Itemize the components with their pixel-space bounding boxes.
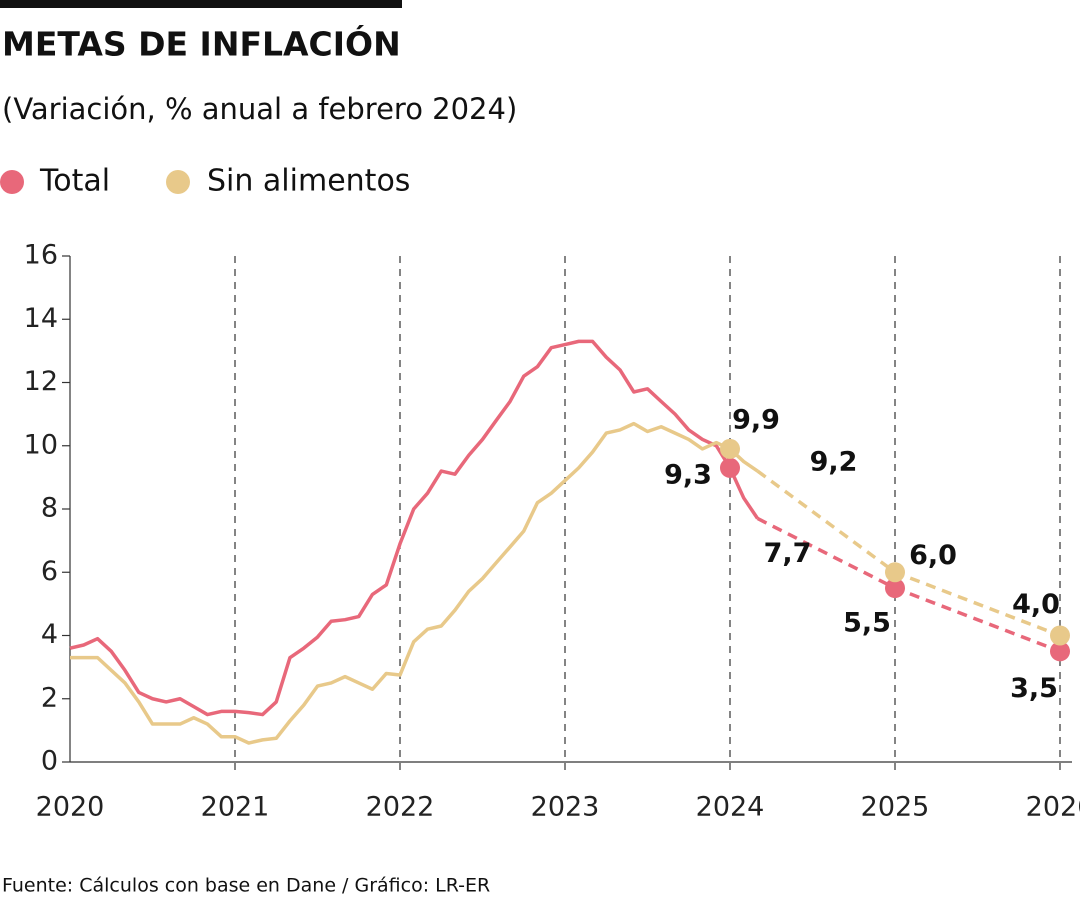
x-tick-label: 2020	[36, 792, 105, 823]
data-point	[720, 438, 740, 459]
data-point	[1050, 625, 1070, 646]
y-tick-label: 0	[41, 746, 58, 777]
y-tick-label: 2	[41, 682, 58, 713]
data-label: 5,5	[843, 608, 891, 639]
x-tick-label: 2026	[1026, 792, 1080, 823]
legend-label: Sin alimentos	[207, 164, 410, 199]
chart-subtitle: (Variación, % anual a febrero 2024)	[2, 92, 517, 126]
y-tick-label: 6	[41, 556, 58, 587]
plot-area: 0 2 4 6 8 10 12 14 16 2020 2021 2022 2023 2024 2025 202…	[24, 240, 1080, 823]
x-tick-label: 2021	[201, 792, 270, 823]
data-label: 4,0	[1012, 589, 1060, 620]
data-label: 9,2	[810, 447, 858, 478]
data-point	[885, 562, 905, 583]
y-tick-label: 12	[24, 366, 58, 397]
legend-marker	[166, 170, 190, 194]
data-label: 9,9	[732, 404, 780, 435]
x-tick-label: 2022	[366, 792, 435, 823]
y-tick-label: 8	[41, 493, 58, 524]
data-point	[885, 578, 905, 599]
y-tick-label: 14	[24, 303, 58, 334]
legend-marker	[0, 170, 24, 194]
data-label: 9,3	[664, 459, 712, 490]
data-label: 7,7	[764, 538, 812, 569]
y-tick-label: 10	[24, 429, 58, 460]
source: Fuente: Cálculos con base en Dane / Gráf…	[2, 875, 490, 897]
chart-title: METAS DE INFLACIÓN	[2, 24, 401, 64]
x-tick-label: 2025	[861, 792, 930, 823]
legend: Total Sin alimentos	[0, 164, 410, 199]
data-point	[1050, 641, 1070, 662]
x-tick-label: 2024	[696, 792, 765, 823]
data-label: 3,5	[1010, 673, 1058, 704]
data-point	[720, 457, 740, 478]
legend-label: Total	[39, 164, 110, 199]
y-tick-label: 16	[24, 240, 58, 271]
top-bar	[0, 0, 402, 8]
series-line	[70, 421, 759, 745]
data-label: 6,0	[909, 540, 957, 571]
x-tick-label: 2023	[531, 792, 600, 823]
y-tick-label: 4	[41, 619, 58, 650]
series-line	[69, 339, 760, 717]
